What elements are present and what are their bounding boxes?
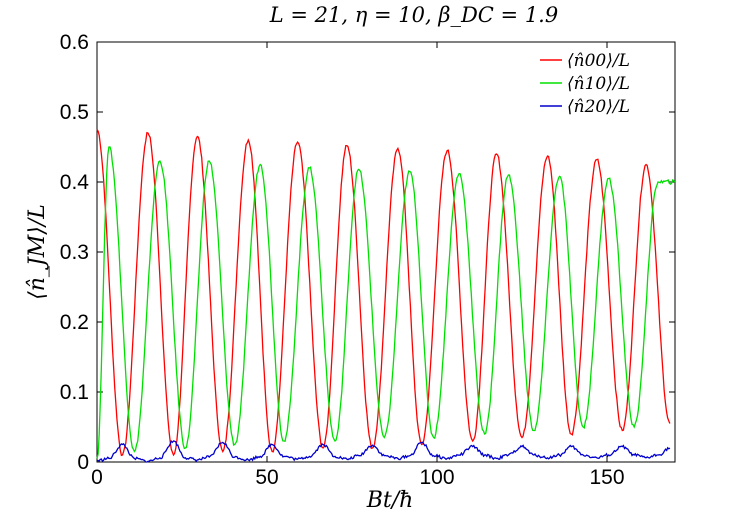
axis-tick-labels: 0 50 100 150 0 0.1 0.2 0.3 0.4 0.5 0.6 bbox=[60, 31, 625, 489]
series-line-2 bbox=[96, 439, 671, 463]
x-tick-label: 100 bbox=[419, 466, 454, 489]
y-axis-label: ⟨n̂_JM⟩/L bbox=[25, 204, 50, 300]
y-tick-label: 0 bbox=[77, 451, 89, 474]
x-tick-label: 0 bbox=[91, 466, 103, 489]
plot-area-frame bbox=[96, 41, 676, 463]
series-line-1 bbox=[96, 146, 676, 459]
legend: ⟨n̂00⟩/L ⟨n̂10⟩/L ⟨n̂20⟩/L bbox=[540, 51, 630, 117]
y-tick-label: 0.4 bbox=[60, 171, 90, 194]
chart-title: L = 21, η = 10, β_DC = 1.9 bbox=[269, 3, 558, 27]
x-tick-label: 50 bbox=[255, 466, 278, 489]
y-tick-label: 0.6 bbox=[60, 31, 89, 54]
y-tick-label: 0.3 bbox=[60, 241, 89, 264]
y-tick-label: 0.2 bbox=[60, 311, 89, 334]
legend-label: ⟨n̂10⟩/L bbox=[567, 74, 630, 94]
series-lines bbox=[96, 129, 676, 463]
x-axis-label: Bt/ħ bbox=[366, 488, 414, 513]
series-line-0 bbox=[96, 129, 671, 457]
legend-label: ⟨n̂20⟩/L bbox=[567, 97, 630, 117]
x-tick-label: 150 bbox=[589, 466, 624, 489]
y-tick-label: 0.5 bbox=[60, 101, 89, 124]
y-tick-label: 0.1 bbox=[60, 381, 89, 404]
legend-label: ⟨n̂00⟩/L bbox=[567, 51, 630, 71]
